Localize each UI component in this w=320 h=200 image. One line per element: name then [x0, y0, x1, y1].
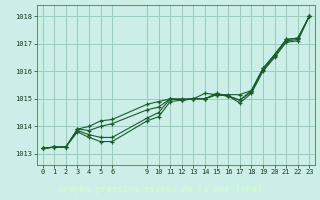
Text: Graphe pression niveau de la mer (hPa): Graphe pression niveau de la mer (hPa): [58, 185, 262, 194]
